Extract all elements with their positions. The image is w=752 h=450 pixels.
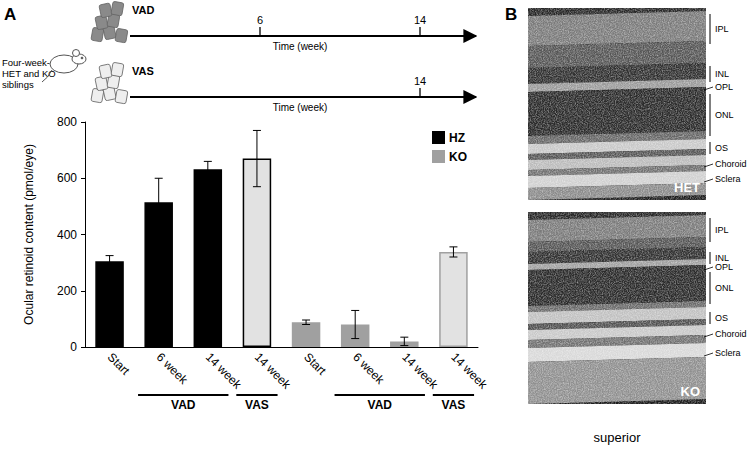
svg-text:VAD: VAD [368,398,393,412]
svg-text:Four-week-old: Four-week-old [2,57,63,68]
svg-text:ONL: ONL [715,110,734,120]
svg-text:VAS: VAS [245,398,269,412]
svg-text:Start: Start [105,350,133,378]
svg-text:VAD: VAD [132,4,154,16]
svg-text:HZ: HZ [449,131,465,145]
svg-text:B: B [505,5,517,24]
svg-text:ONL: ONL [715,283,734,293]
svg-text:400: 400 [57,228,77,242]
svg-text:0: 0 [70,340,77,354]
svg-text:Sclera: Sclera [715,348,741,358]
svg-text:OPL: OPL [715,262,733,272]
svg-text:INL: INL [715,69,729,79]
svg-text:Sclera: Sclera [715,174,741,184]
svg-text:14 week: 14 week [252,350,294,392]
svg-text:14: 14 [414,75,426,87]
svg-text:KO: KO [449,150,467,164]
svg-text:Time (week): Time (week) [273,102,328,113]
svg-text:KO: KO [681,384,701,399]
svg-text:superior: superior [594,430,642,445]
svg-text:HET: HET [674,180,700,195]
svg-text:600: 600 [57,171,77,185]
svg-text:14 week: 14 week [399,350,441,392]
svg-text:Start: Start [301,350,329,378]
svg-text:IPL: IPL [715,225,729,235]
svg-text:VAD: VAD [171,398,196,412]
svg-text:VAS: VAS [442,398,466,412]
svg-text:A: A [4,5,16,24]
svg-text:Time (week): Time (week) [273,41,328,52]
svg-text:14: 14 [414,14,426,26]
svg-text:Choroid: Choroid [715,329,747,339]
svg-text:siblings: siblings [2,79,34,90]
svg-text:OPL: OPL [715,82,733,92]
svg-text:IPL: IPL [715,24,729,34]
svg-text:6 week: 6 week [154,350,191,387]
svg-text:OS: OS [715,313,728,323]
svg-text:Ocular retinoid content (pmol/: Ocular retinoid content (pmol/eye) [22,144,36,325]
svg-text:VAS: VAS [132,65,154,77]
svg-text:6: 6 [257,14,263,26]
svg-text:INL: INL [715,253,729,263]
svg-text:14 week: 14 week [448,350,490,392]
svg-text:Choroid: Choroid [715,159,747,169]
svg-text:6 week: 6 week [350,350,387,387]
svg-text:14 week: 14 week [203,350,245,392]
svg-text:HET and KO: HET and KO [2,68,56,79]
svg-text:200: 200 [57,284,77,298]
svg-text:800: 800 [57,115,77,129]
svg-text:OS: OS [715,143,728,153]
